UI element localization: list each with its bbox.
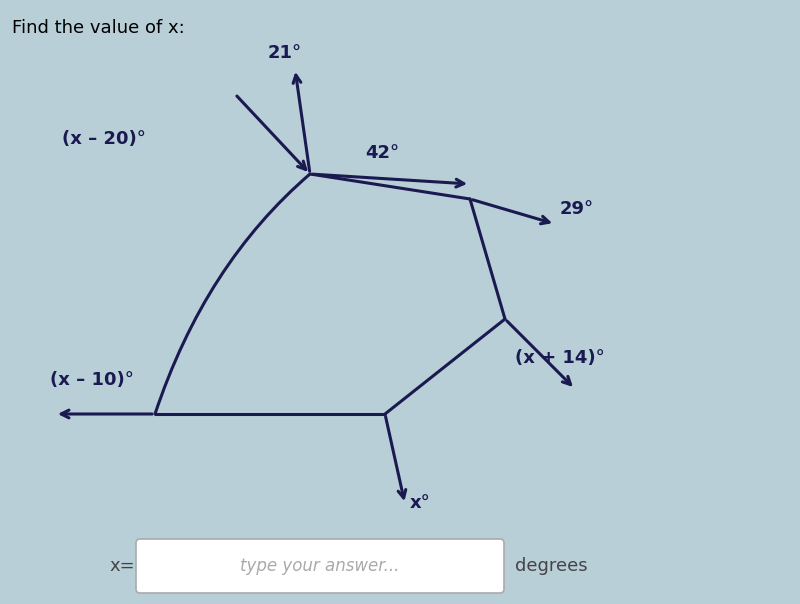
Text: (x – 20)°: (x – 20)° [62, 130, 146, 148]
Text: 21°: 21° [268, 44, 302, 62]
Text: x=: x= [110, 557, 135, 575]
FancyBboxPatch shape [136, 539, 504, 593]
Text: x°: x° [410, 494, 430, 512]
Text: (x + 14)°: (x + 14)° [515, 349, 605, 367]
Text: degrees: degrees [515, 557, 588, 575]
Text: 29°: 29° [560, 200, 594, 218]
Text: 42°: 42° [365, 144, 399, 162]
Text: Find the value of x:: Find the value of x: [12, 19, 185, 37]
Text: (x – 10)°: (x – 10)° [50, 371, 134, 389]
Text: type your answer...: type your answer... [240, 557, 400, 575]
